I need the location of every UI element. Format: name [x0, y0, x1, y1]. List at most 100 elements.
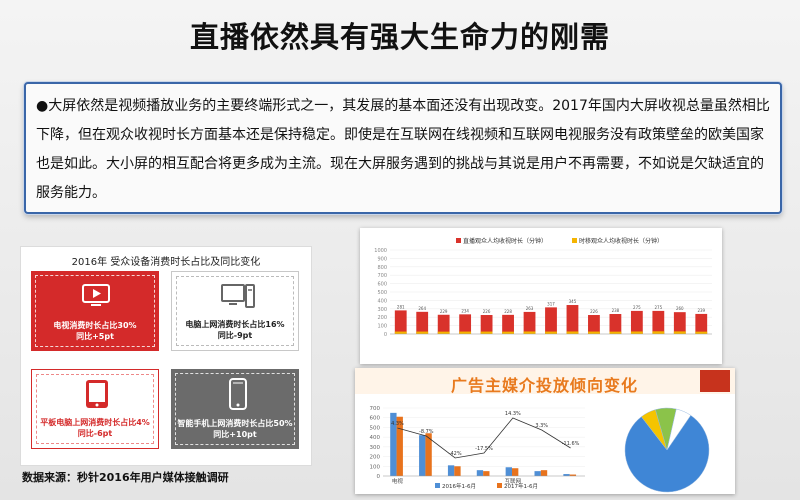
smartphone-icon: [229, 378, 247, 410]
timeshift-bar: [437, 331, 450, 334]
y-tick-label: 300: [370, 445, 381, 451]
live-bar: [480, 315, 493, 334]
live-bar: [416, 311, 429, 334]
smartphone-card-share: 智能手机上网消费时长占比50%: [177, 419, 293, 428]
live-bar: [673, 312, 686, 334]
timeshift-bar: [588, 331, 600, 334]
live-bar: [459, 314, 472, 334]
change-line: [397, 417, 571, 459]
summary-text-box: ●大屏依然是视频播放业务的主要终端形式之一，其发展的基本面还没有出现改变。201…: [24, 82, 782, 214]
live-bar-value: 264: [418, 306, 426, 311]
data-source-note: 数据来源：秒针2016年用户媒体接触调研: [22, 471, 229, 484]
media-bar: [447, 465, 455, 476]
change-label: 3.3%: [535, 423, 548, 429]
live-bar-value: 345: [569, 299, 577, 304]
legend-label-timeshift: 时移观众人均收视时长（分钟）: [579, 237, 663, 245]
device-share-panel: 2016年 受众设备消费时长占比及同比变化 电视消费时长占比30% 同比+5pt: [20, 246, 312, 466]
legend-label-live: 直播观众人均收视时长（分钟）: [463, 237, 547, 245]
timeshift-bar-value: 30: [570, 333, 574, 337]
live-bar: [523, 311, 536, 334]
timeshift-bar-value: 29: [549, 334, 553, 338]
tablet-card-change: 同比-6pt: [77, 429, 113, 438]
live-bar-value: 229: [440, 309, 448, 314]
legend-swatch-timeshift: [572, 238, 577, 243]
ad-media-chart-svg: 0 100 200 300 400 500 600 700 4.3% -8.7% -42% -17.5…: [370, 406, 710, 493]
y-tick-label: 300: [377, 307, 387, 313]
media-bar: [390, 412, 397, 476]
change-label: -8.7%: [419, 429, 434, 435]
live-bar-value: 263: [526, 306, 534, 311]
tv-card: 电视消费时长占比30% 同比+5pt: [31, 271, 159, 351]
live-bar-value: 239: [697, 308, 705, 313]
media-bar: [476, 470, 484, 476]
timeshift-bar-value: 29: [463, 334, 467, 338]
summary-paragraph: 大屏依然是视频播放业务的主要终端形式之一，其发展的基本面还没有出现改变。2017…: [36, 98, 770, 201]
y-tick-label: 200: [370, 455, 381, 461]
legend-swatch-live: [456, 238, 461, 243]
tablet-card-share: 平板电脑上网消费时长占比4%: [40, 418, 150, 427]
smartphone-card: 智能手机上网消费时长占比50% 同比+10pt: [171, 369, 299, 449]
media-bar: [396, 416, 403, 476]
media-bar: [511, 468, 519, 476]
live-bar: [652, 310, 665, 334]
tablet-icon: [86, 380, 108, 408]
live-bar-value: 281: [397, 304, 405, 309]
ad-chart-title: 广告主媒介投放倾向变化: [451, 376, 639, 395]
live-bar-value: 234: [461, 308, 469, 313]
media-bar: [569, 474, 577, 476]
live-bar: [394, 310, 407, 334]
timeshift-bar-value: 28: [699, 334, 703, 338]
timeshift-bar: [652, 331, 665, 334]
y-tick-label: 1000: [374, 248, 387, 254]
timeshift-bar-value: 29: [592, 334, 596, 338]
y-tick-label: 100: [370, 464, 381, 470]
smartphone-card-change: 同比+10pt: [213, 430, 257, 439]
timeshift-bar-value: 29: [398, 334, 402, 338]
timeshift-bar-value: 31: [678, 333, 682, 337]
media-legend-label: 2017年1-6月: [504, 482, 538, 490]
tv-card-share: 电视消费时长占比30%: [53, 321, 137, 330]
live-bar: [566, 305, 579, 334]
timeshift-bar: [630, 331, 643, 334]
timeshift-bar: [416, 331, 429, 334]
y-tick-label: 400: [377, 298, 387, 304]
y-tick-label: 800: [377, 265, 387, 271]
y-tick-label: 600: [377, 282, 387, 288]
pie-slice: [666, 408, 692, 451]
timeshift-bar-value: 28: [441, 334, 445, 338]
timeshift-bar: [502, 331, 514, 334]
change-label: -11.6%: [562, 441, 580, 447]
y-tick-label: 900: [377, 256, 387, 262]
live-bar: [609, 314, 622, 334]
timeshift-bar-value: 30: [635, 333, 639, 337]
timeshift-bar: [394, 331, 407, 334]
media-bar: [540, 470, 548, 476]
bullet-icon: ●: [36, 98, 49, 114]
media-legend-swatch: [435, 483, 440, 488]
live-bar: [588, 315, 600, 334]
viewing-time-chart-svg: 0 100 200 300 400 500 600 700 800 900 1000 直播观众人均收视…: [374, 237, 712, 338]
live-bar-value: 238: [612, 308, 620, 313]
timeshift-bar: [523, 331, 536, 334]
media-bar: [534, 471, 541, 476]
live-bar-value: 260: [676, 306, 684, 311]
media-bar: [425, 433, 432, 476]
timeshift-bar-value: 29: [484, 334, 488, 338]
pie-slice: [624, 414, 710, 493]
ad-media-chart: 广告主媒介投放倾向变化 0 100 200 300 400 500 600 700 4.3% -8…: [355, 368, 735, 494]
timeshift-bar: [459, 331, 472, 334]
tv-card-change: 同比+5pt: [76, 332, 114, 341]
live-bar-value: 275: [633, 305, 641, 310]
y-tick-label: 700: [370, 406, 381, 412]
change-label: -42%: [449, 451, 462, 457]
timeshift-bar-value: 28: [506, 334, 510, 338]
live-bar-value: 228: [504, 309, 512, 314]
y-tick-label: 200: [377, 315, 387, 321]
y-tick-label: 700: [377, 273, 387, 279]
live-bar: [695, 313, 708, 334]
slide-title: 直播依然具有强大生命力的刚需: [189, 20, 610, 54]
tv-icon: [82, 284, 110, 306]
timeshift-bar: [673, 331, 686, 334]
change-label: -17.5%: [475, 446, 493, 452]
y-tick-label: 0: [377, 474, 381, 480]
